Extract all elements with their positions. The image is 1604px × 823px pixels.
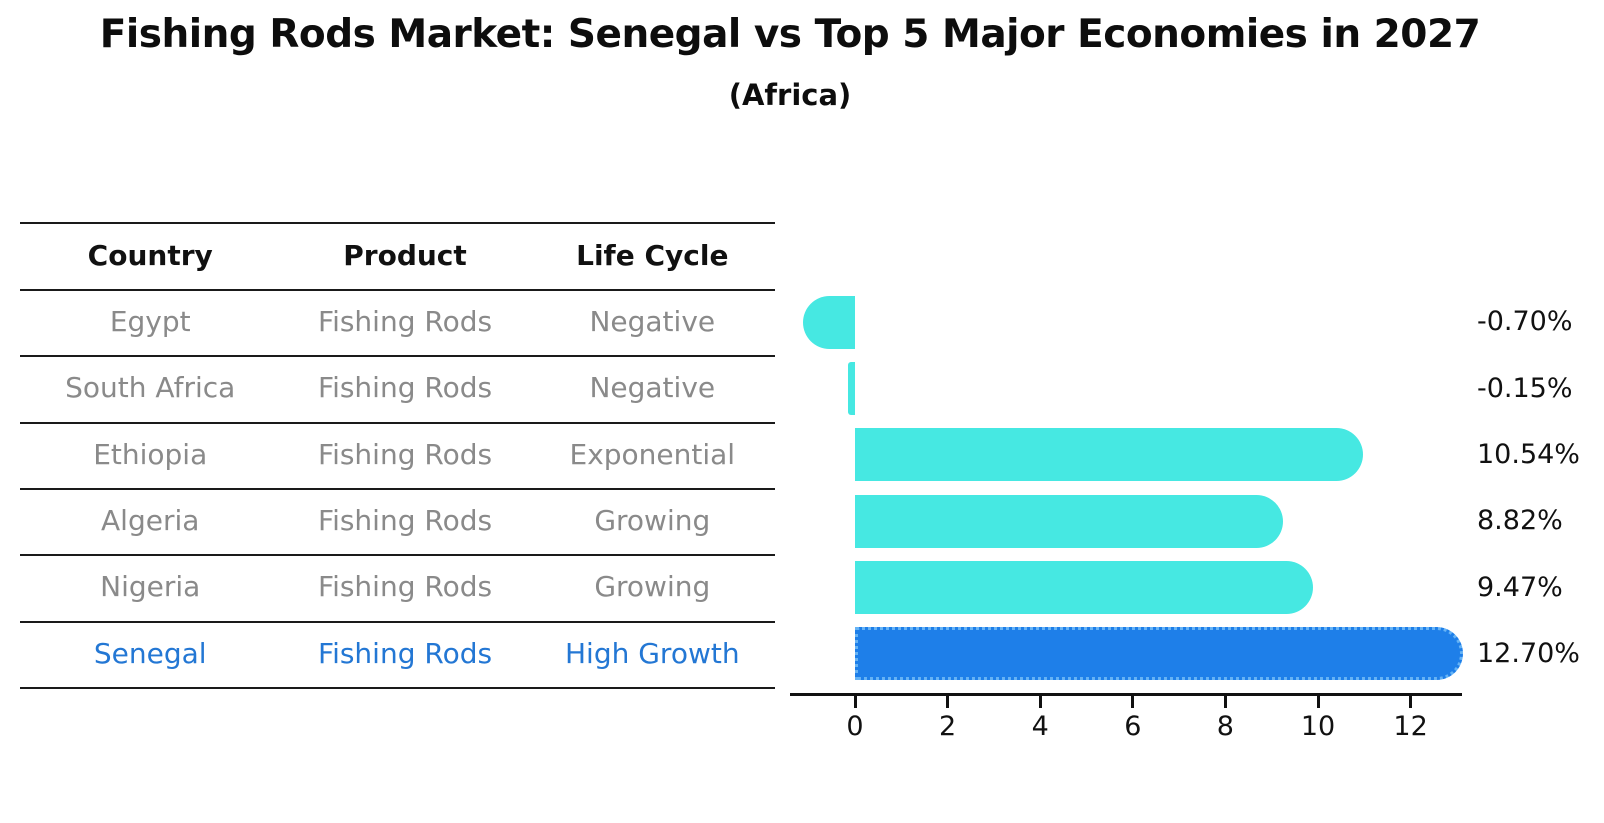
table-header-row: Country Product Life Cycle bbox=[20, 222, 775, 289]
x-axis-tick-label: 0 bbox=[846, 711, 864, 742]
x-axis-tick bbox=[946, 696, 950, 708]
bar-nigeria bbox=[855, 561, 1314, 615]
cell-product: Fishing Rods bbox=[318, 636, 493, 670]
value-label: 10.54% bbox=[1477, 438, 1580, 470]
bar-senegal bbox=[855, 627, 1463, 681]
comparison-table: Country Product Life Cycle Egypt Fishing … bbox=[20, 222, 775, 689]
table-row: Algeria Fishing Rods Growing bbox=[20, 488, 775, 554]
cell-lifecycle: Negative bbox=[589, 371, 716, 405]
value-label: 8.82% bbox=[1477, 505, 1563, 537]
x-axis-tick-label: 4 bbox=[1031, 711, 1049, 742]
x-axis-tick bbox=[853, 696, 857, 708]
cell-lifecycle: Exponential bbox=[569, 437, 736, 471]
cell-product: Fishing Rods bbox=[318, 437, 493, 471]
x-axis-line bbox=[790, 693, 1462, 696]
cell-country: Senegal bbox=[93, 636, 207, 670]
table-row: Egypt Fishing Rods Negative bbox=[20, 289, 775, 355]
header-cell-country: Country bbox=[87, 239, 213, 272]
bar-ethiopia bbox=[855, 428, 1363, 482]
value-label: 12.70% bbox=[1477, 637, 1580, 669]
cell-product: Fishing Rods bbox=[318, 305, 493, 338]
row-separator-line bbox=[20, 488, 775, 490]
cell-country: Nigeria bbox=[100, 570, 201, 604]
cell-product: Fishing Rods bbox=[318, 503, 493, 537]
cell-country: Algeria bbox=[101, 503, 200, 537]
value-label: -0.15% bbox=[1477, 372, 1573, 404]
bar-algeria bbox=[855, 494, 1284, 548]
row-separator-line bbox=[20, 554, 775, 557]
cell-country: South Africa bbox=[65, 371, 236, 405]
cell-lifecycle: High Growth bbox=[564, 636, 740, 670]
header-cell-product: Product bbox=[343, 239, 467, 272]
table-row: Nigeria Fishing Rods Growing bbox=[20, 554, 775, 620]
table-row: Ethiopia Fishing Rods Exponential bbox=[20, 422, 775, 488]
x-axis-tick-label: 6 bbox=[1124, 711, 1142, 742]
x-axis-tick bbox=[1131, 696, 1135, 708]
x-axis-tick-label: 8 bbox=[1216, 711, 1234, 742]
header-cell-lifecycle: Life Cycle bbox=[576, 239, 729, 272]
bar-south-africa bbox=[848, 362, 855, 416]
cell-country: Ethiopia bbox=[93, 437, 208, 471]
row-separator-line bbox=[20, 222, 775, 224]
cell-country: Egypt bbox=[109, 305, 191, 338]
page-subtitle: (Africa) bbox=[728, 78, 852, 112]
row-separator-line bbox=[20, 421, 775, 424]
table-row: South Africa Fishing Rods Negative bbox=[20, 355, 775, 421]
cell-product: Fishing Rods bbox=[318, 371, 493, 405]
x-axis-tick-label: 12 bbox=[1393, 711, 1428, 742]
value-label: 9.47% bbox=[1477, 571, 1563, 603]
x-axis-tick bbox=[1223, 696, 1227, 708]
value-label: -0.70% bbox=[1477, 306, 1573, 338]
cell-lifecycle: Growing bbox=[594, 503, 711, 537]
row-separator-line bbox=[20, 289, 775, 291]
row-separator-line bbox=[20, 620, 775, 623]
cell-lifecycle: Negative bbox=[589, 305, 716, 338]
cell-lifecycle: Growing bbox=[594, 570, 711, 604]
row-separator-line bbox=[20, 687, 775, 689]
x-axis-tick-label: 2 bbox=[939, 711, 957, 742]
x-axis-tick-label: 10 bbox=[1300, 711, 1336, 742]
x-axis-tick bbox=[1038, 696, 1042, 708]
bar-egypt bbox=[802, 295, 855, 349]
cell-product: Fishing Rods bbox=[318, 570, 493, 604]
table-row: Senegal Fishing Rods High Growth bbox=[20, 621, 775, 687]
x-axis-tick bbox=[1409, 696, 1413, 708]
row-separator-line bbox=[20, 355, 775, 358]
page-title: Fishing Rods Market: Senegal vs Top 5 Ma… bbox=[99, 12, 1481, 57]
x-axis-tick bbox=[1316, 696, 1320, 708]
